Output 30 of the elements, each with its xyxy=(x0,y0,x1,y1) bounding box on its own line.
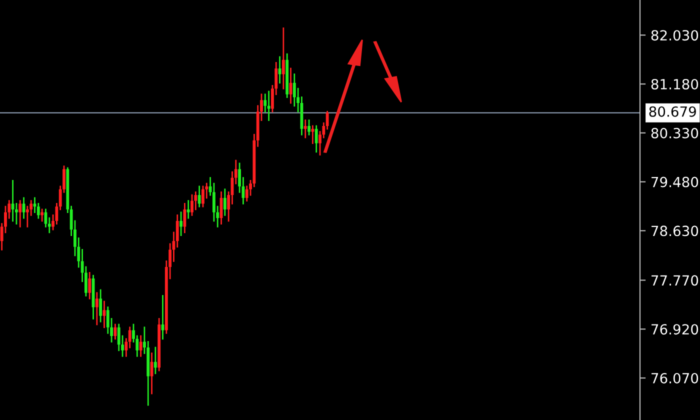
candlestick xyxy=(18,200,22,228)
candlestick xyxy=(95,292,98,326)
y-tick-label: 76.920 xyxy=(652,324,698,335)
candlestick xyxy=(198,186,201,208)
candlestick xyxy=(186,200,190,219)
candlestick xyxy=(314,125,318,153)
y-tick-label: 81.180 xyxy=(651,78,698,90)
candlestick xyxy=(183,202,186,234)
y-tick-label: 78.630 xyxy=(652,226,698,236)
candlestick xyxy=(223,188,226,216)
candlestick xyxy=(311,125,314,144)
candlestick xyxy=(139,335,142,357)
candlestick xyxy=(308,120,310,136)
candlestick xyxy=(180,212,182,236)
y-tick-label: 76.070 xyxy=(652,372,698,384)
candlestick xyxy=(190,194,194,216)
candlestick xyxy=(114,324,117,340)
y-tick-label: 77.770 xyxy=(652,275,698,286)
ref-line-label: 80.679 xyxy=(649,106,696,117)
candlestick xyxy=(11,180,14,222)
y-tick-label: 82.030 xyxy=(651,30,698,41)
candlestick xyxy=(282,27,285,90)
candlestick xyxy=(99,289,102,322)
y-tick-label: 79.480 xyxy=(652,176,698,188)
candlestick xyxy=(88,272,92,300)
candlestick xyxy=(154,346,157,374)
candlestick xyxy=(202,186,204,208)
candlestick xyxy=(102,300,106,328)
candlestick xyxy=(304,120,307,138)
y-tick-label: 80.330 xyxy=(651,128,698,138)
